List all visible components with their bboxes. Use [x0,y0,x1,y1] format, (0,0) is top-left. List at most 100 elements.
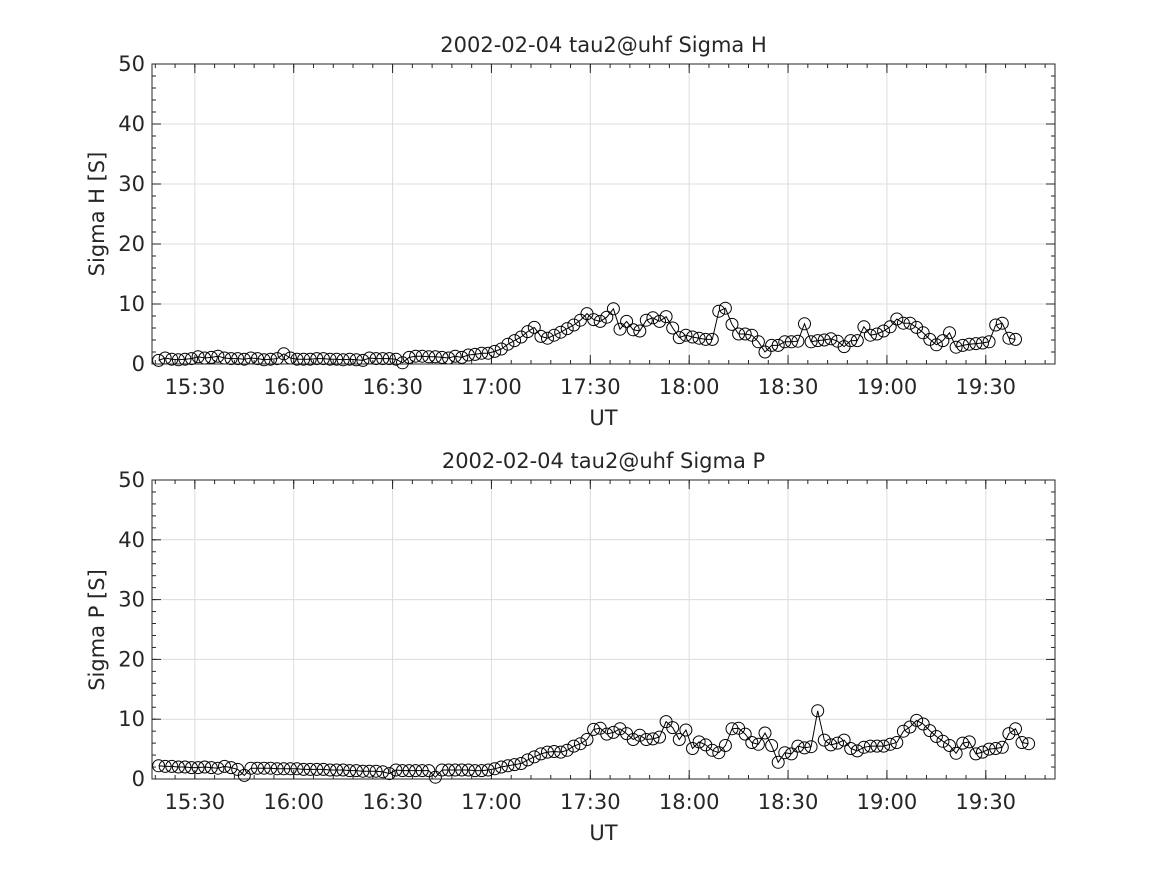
data-point [435,763,449,777]
data-point [606,302,620,316]
data-point [277,762,291,776]
data-point [560,322,574,336]
data-point [679,328,693,342]
x-tick-label: 15:30 [165,375,226,399]
data-point [646,311,660,325]
data-point [784,747,798,761]
data-point [264,352,278,366]
data-point [264,761,278,775]
data-point [718,739,732,752]
data-point [606,725,620,739]
data-point [382,767,396,781]
data-point [890,312,904,326]
y-tick-label: 0 [132,352,145,376]
data-point [171,760,185,774]
x-tick-label: 19:30 [956,375,1017,399]
y-axis-label: Sigma H [S] [85,152,109,277]
x-tick-labels: 15:30 16:00 16:30 17:00 17:30 18:00 18:30 19:00… [165,790,1016,814]
data-point [771,338,785,352]
chart-title: 2002-02-04 tau2@uhf Sigma H [440,33,766,57]
data-point [936,734,950,748]
x-axis-label: UT [589,821,617,845]
data-point [185,352,198,366]
data-point [903,316,917,330]
x-tick-label: 18:30 [758,790,819,814]
data-point [428,770,442,784]
data-point [903,720,917,734]
data-point [409,349,423,363]
data-point [290,352,304,366]
x-tick-label: 18:00 [659,790,720,814]
sigma-h-panel: 2002-02-04 tau2@uhf Sigma H Sigma H [S] … [85,33,1056,430]
data-point [343,764,357,778]
data-point [910,320,924,334]
data-point [534,329,548,343]
data-point [916,717,930,731]
data-point [626,323,640,337]
data-point [310,352,324,366]
data-point [152,759,166,773]
data-point [369,352,383,366]
data-point [560,743,574,757]
data-point [211,349,225,363]
data-point [501,759,515,773]
data-point [718,301,732,315]
data-point [620,314,634,328]
data-point [198,760,212,774]
data-point [336,763,350,777]
data-point [310,762,324,776]
data-point [653,730,666,744]
data-point [461,763,475,777]
data-point [633,728,647,742]
data-point [686,330,699,344]
data-point [376,352,390,366]
data-point [765,338,779,352]
x-tick-label: 17:00 [461,375,522,399]
data-point [514,757,528,770]
data-point [929,730,943,743]
y-axis-label: Sigma P [S] [85,569,109,691]
data-point [422,350,436,364]
data-point [811,704,825,718]
data-point [257,353,271,367]
data-series [152,301,1022,370]
data-point [824,738,838,752]
data-point [712,746,726,760]
data-point [442,763,456,777]
data-point [521,753,535,767]
y-tick-label: 40 [118,528,145,552]
data-point [303,352,317,366]
data-point [600,727,614,741]
data-point [896,316,910,330]
data-point [989,742,1003,755]
y-tick-label: 50 [118,468,145,492]
x-tick-label: 18:00 [659,375,720,399]
data-point [270,762,284,776]
axis-ticks [152,479,1055,780]
data-point [962,735,976,749]
data-point [738,727,752,741]
data-point [844,334,858,348]
data-point [653,314,666,328]
data-point [791,739,805,753]
data-point [896,724,910,738]
data-point [165,352,179,366]
data-point [824,332,838,346]
data-point [956,338,970,352]
data-point [982,742,996,756]
data-point [283,762,297,776]
data-point [587,722,601,736]
data-point [910,713,924,727]
data-point [171,353,185,367]
data-point [890,736,904,749]
data-point [613,322,627,336]
data-point [817,333,831,347]
data-point [712,304,726,318]
data-point [758,726,772,740]
data-point [330,763,344,777]
data-point [343,352,357,366]
data-point [191,761,205,775]
data-point [415,349,429,363]
data-point [475,764,489,778]
data-point [587,313,601,327]
